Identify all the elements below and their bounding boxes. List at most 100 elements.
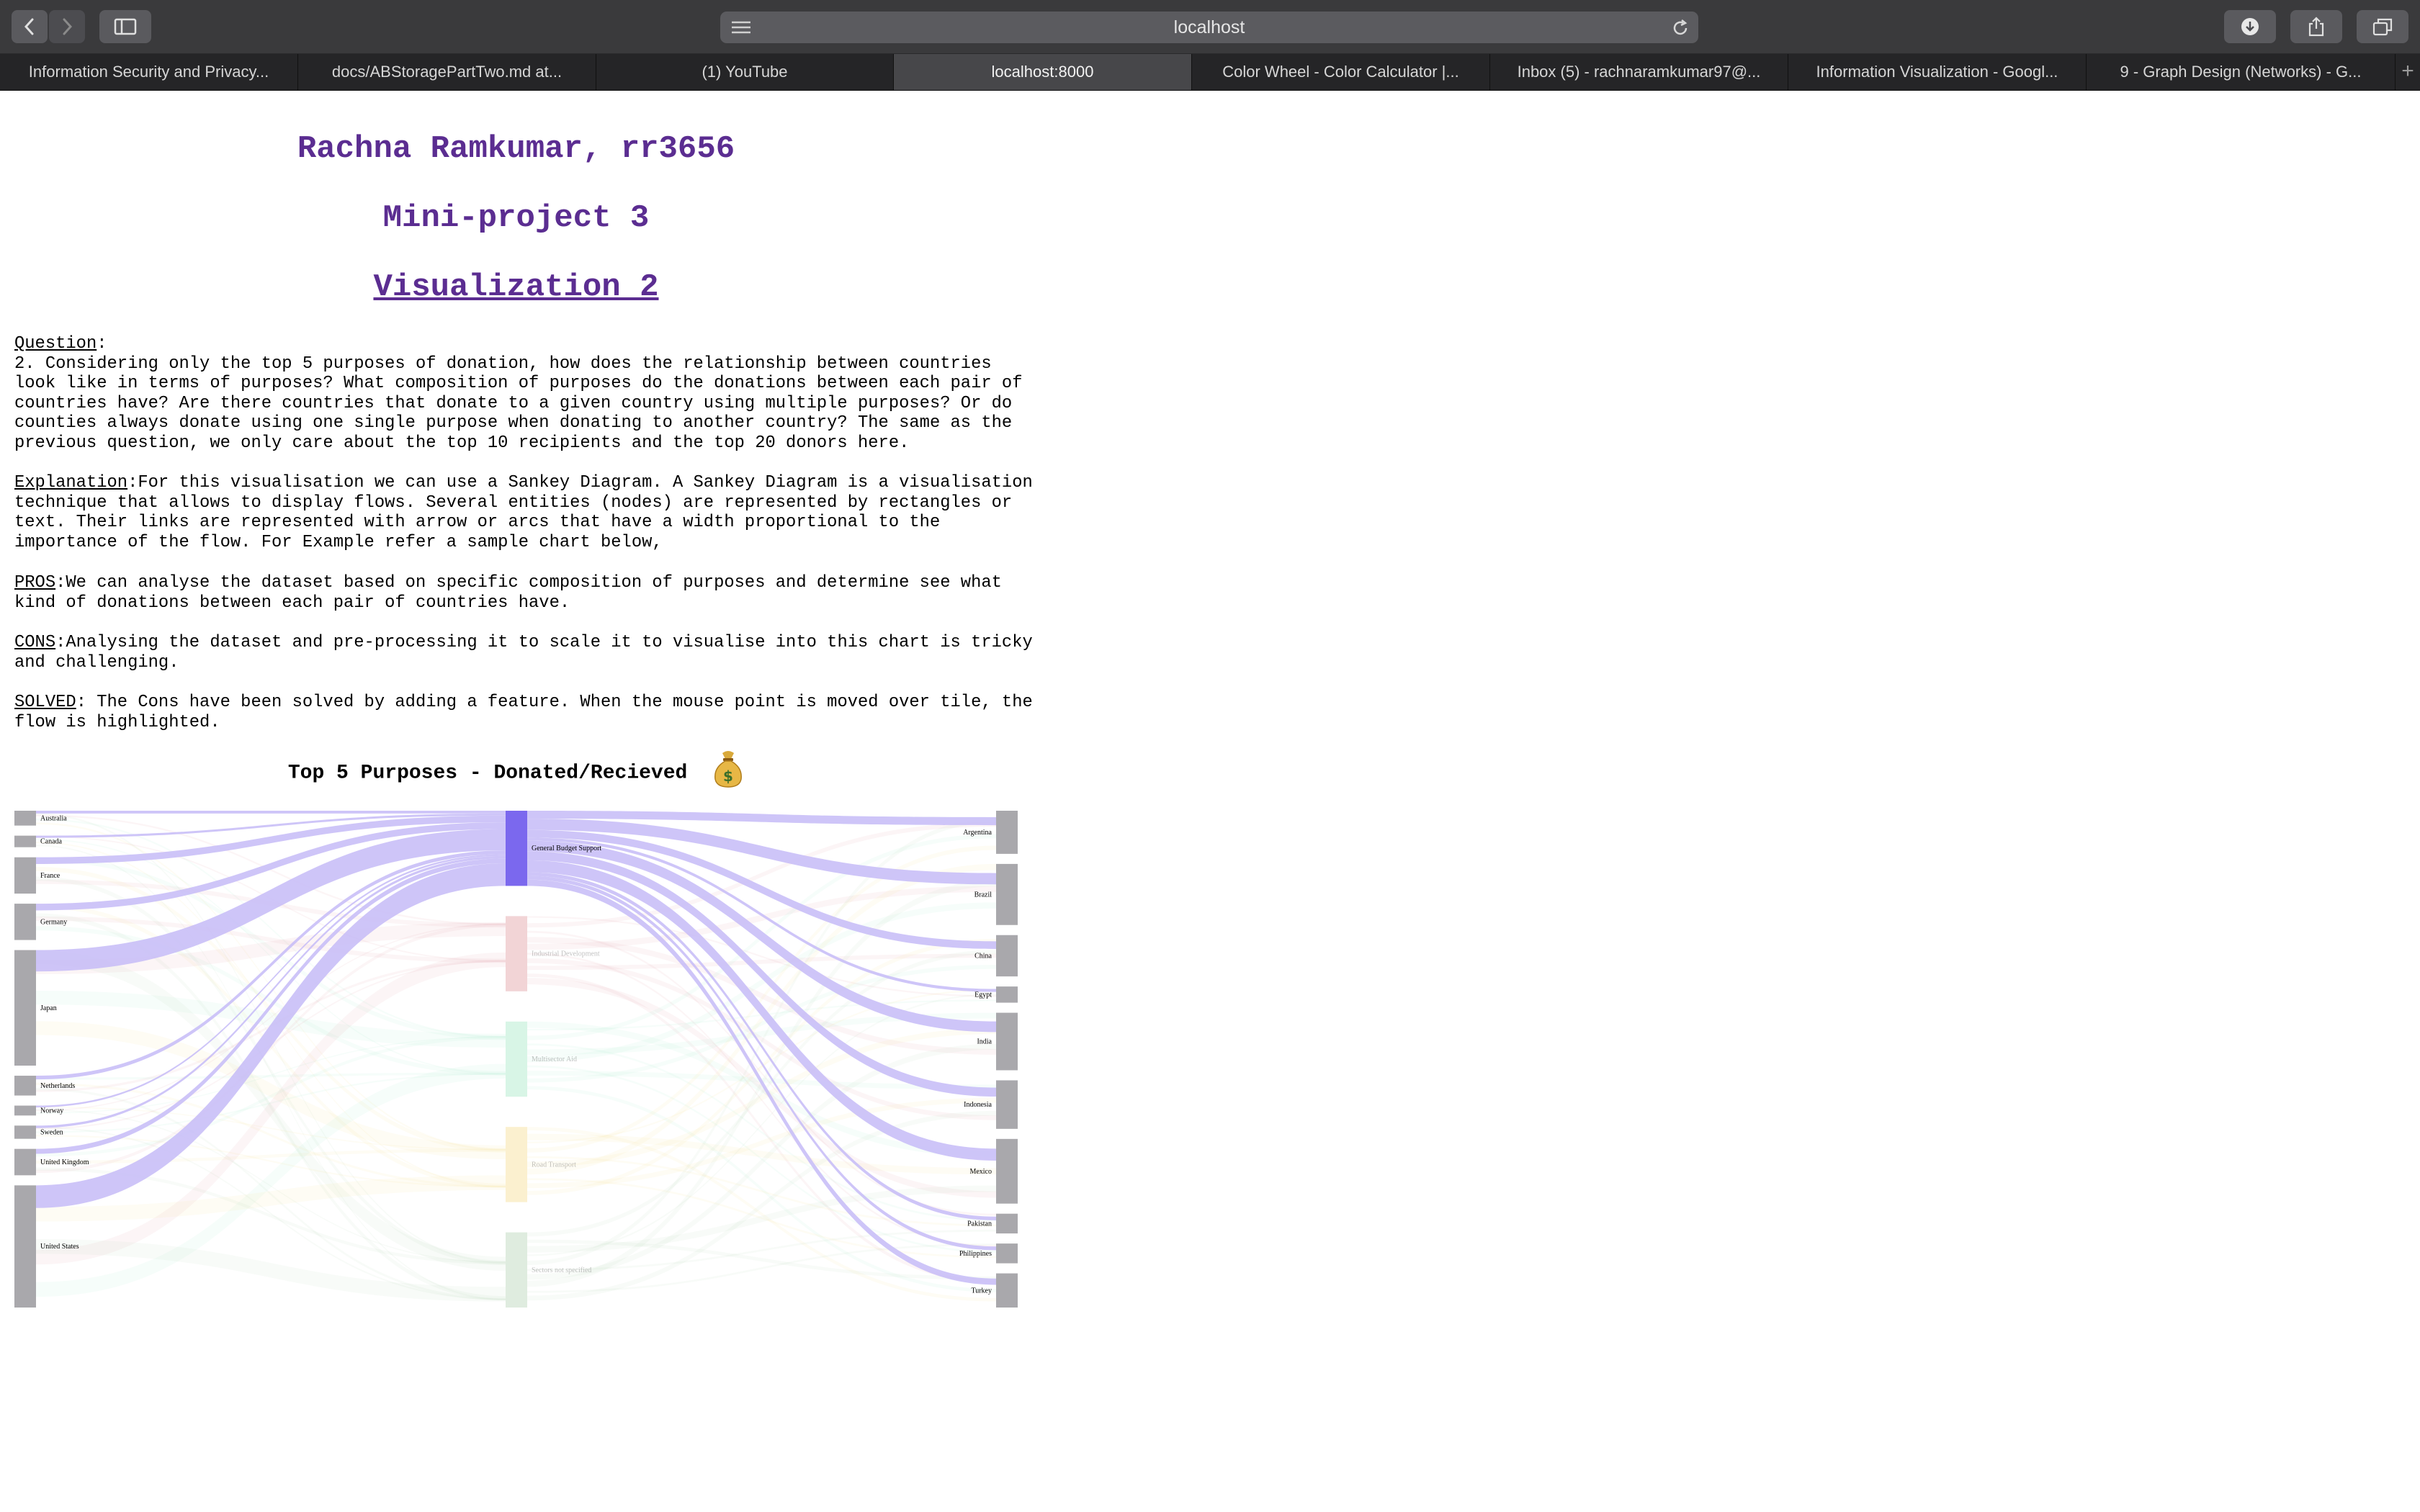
chart-title-text: Top 5 Purposes - Donated/Recieved [287, 762, 688, 785]
recipient-node-pakistan[interactable] [996, 1213, 1018, 1234]
back-button[interactable] [12, 10, 48, 43]
purpose-label-general-budget-support: General Budget Support [532, 845, 601, 852]
recipient-node-egypt[interactable] [996, 986, 1018, 1003]
link-australia-industrial-development [36, 814, 506, 926]
chevron-right-icon [63, 18, 73, 35]
donor-node-sweden[interactable] [14, 1125, 36, 1139]
flow-sweden-general-budget-support[interactable] [36, 855, 506, 1128]
donor-node-australia[interactable] [14, 811, 36, 826]
link-norway-road-transport [36, 1106, 506, 1151]
recipient-node-indonesia[interactable] [996, 1080, 1018, 1129]
share-button[interactable] [2290, 10, 2342, 43]
sankey-diagram[interactable]: Australia Canada France Germany Japan Netherl… [14, 811, 1019, 1315]
purpose-node-industrial-development[interactable] [506, 916, 527, 991]
link-road-transport-turkey [527, 1127, 996, 1302]
link-united-kingdom-industrial-development [36, 923, 506, 1174]
flow-general-budget-support-indonesia[interactable] [527, 851, 996, 1097]
flow-japan-general-budget-support[interactable] [36, 829, 506, 972]
forward-button[interactable] [49, 10, 85, 43]
flow-general-budget-support-brazil[interactable] [527, 819, 996, 885]
new-tab-button[interactable]: + [2401, 59, 2414, 83]
flow-germany-general-budget-support[interactable] [36, 822, 506, 911]
recipient-node-argentina[interactable] [996, 811, 1018, 854]
explanation-text: For this visualisation we can use a Sank… [14, 473, 1033, 552]
tab-info-vis[interactable]: Information Visualization - Googl... [1788, 54, 2087, 90]
link-industrial-development-argentina [527, 822, 996, 928]
nodes-layer [14, 811, 1018, 1308]
purpose-label-industrial-development: Industrial Development [532, 950, 600, 958]
recipient-node-philippines[interactable] [996, 1243, 1018, 1264]
link-road-transport-mexico [527, 1133, 996, 1175]
donor-node-netherlands[interactable] [14, 1076, 36, 1096]
recipient-node-china[interactable] [996, 935, 1018, 977]
tab-localhost-active[interactable]: localhost:8000 [894, 54, 1192, 90]
tab-abstorage-docs[interactable]: docs/ABStoragePartTwo.md at... [298, 54, 596, 90]
donor-label-germany: Germany [40, 918, 67, 926]
link-sectors-not-specified-mexico [527, 1185, 996, 1253]
address-bar[interactable]: localhost [720, 12, 1698, 43]
flow-france-general-budget-support[interactable] [36, 815, 506, 865]
flow-general-budget-support-argentina[interactable] [527, 811, 996, 826]
link-united-states-industrial-development [36, 952, 506, 1265]
donor-label-japan: Japan [40, 1004, 57, 1012]
link-road-transport-argentina [527, 845, 996, 1153]
purpose-node-sectors-not-specified[interactable] [506, 1232, 527, 1308]
donor-node-france[interactable] [14, 857, 36, 894]
tab-youtube[interactable]: (1) YouTube [596, 54, 894, 90]
donor-node-norway[interactable] [14, 1105, 36, 1116]
link-industrial-development-philippines [527, 953, 996, 1248]
flow-australia-general-budget-support[interactable] [36, 811, 506, 814]
flow-general-budget-support-egypt[interactable] [527, 837, 996, 992]
reload-icon[interactable] [1671, 19, 1690, 37]
link-norway-multisector-aid [36, 1036, 506, 1114]
tab-graph-design[interactable]: 9 - Graph Design (Networks) - G... [2087, 54, 2396, 90]
flow-united-kingdom-general-budget-support[interactable] [36, 858, 506, 1154]
link-germany-multisector-aid [36, 926, 506, 1076]
donor-label-sweden: Sweden [40, 1128, 63, 1136]
purpose-node-multisector-aid[interactable] [506, 1021, 527, 1097]
recipient-node-mexico[interactable] [996, 1138, 1018, 1204]
downloads-button[interactable] [2224, 10, 2276, 43]
donor-node-japan[interactable] [14, 950, 36, 1066]
link-sectors-not-specified-indonesia [527, 1110, 996, 1301]
link-canada-sectors-not-specified [36, 845, 506, 1300]
explanation-label: Explanation [14, 473, 128, 492]
link-germany-sectors-not-specified [36, 913, 506, 1301]
flow-general-budget-support-india[interactable] [527, 840, 996, 1032]
flow-general-budget-support-pakistan[interactable] [527, 872, 996, 1220]
cons-block: CONS:Analysing the dataset and pre-proce… [14, 633, 1033, 672]
flow-general-budget-support-philippines[interactable] [527, 876, 996, 1251]
svg-text:$: $ [723, 768, 733, 785]
purpose-node-road-transport[interactable] [506, 1127, 527, 1202]
tab-inbox[interactable]: Inbox (5) - rachnaramkumar97@... [1490, 54, 1788, 90]
recipient-node-brazil[interactable] [996, 863, 1018, 925]
flow-canada-general-budget-support[interactable] [36, 813, 506, 838]
recipient-node-turkey[interactable] [996, 1273, 1018, 1308]
link-multisector-aid-brazil [527, 902, 996, 1063]
flow-norway-general-budget-support[interactable] [36, 854, 506, 1108]
link-sectors-not-specified-egypt [527, 994, 996, 1256]
solved-block: SOLVED: The Cons have been solved by add… [14, 693, 1033, 732]
flow-netherlands-general-budget-support[interactable] [36, 850, 506, 1080]
tab-color-wheel[interactable]: Color Wheel - Color Calculator |... [1192, 54, 1490, 90]
link-japan-sectors-not-specified [36, 950, 506, 1271]
donor-node-canada[interactable] [14, 835, 36, 847]
link-united-states-multisector-aid [36, 1063, 506, 1297]
recipient-node-india[interactable] [996, 1012, 1018, 1071]
purpose-node-general-budget-support[interactable] [506, 811, 527, 886]
flow-general-budget-support-china[interactable] [527, 829, 996, 949]
donor-node-germany[interactable] [14, 904, 36, 940]
flow-united-states-general-budget-support[interactable] [36, 863, 506, 1208]
link-multisector-aid-china [527, 965, 996, 1083]
flow-general-budget-support-mexico[interactable] [527, 860, 996, 1161]
donor-node-united-kingdom[interactable] [14, 1148, 36, 1176]
link-sweden-sectors-not-specified [36, 1126, 506, 1300]
tab-info-security[interactable]: Information Security and Privacy... [0, 54, 298, 90]
tab-overview-button[interactable] [2357, 10, 2408, 43]
sidebar-toggle-button[interactable] [99, 10, 151, 43]
link-france-multisector-aid [36, 857, 506, 1040]
link-united-states-road-transport [36, 1175, 506, 1222]
flow-general-budget-support-turkey[interactable] [527, 879, 996, 1285]
link-road-transport-china [527, 938, 996, 1195]
donor-node-united-states[interactable] [14, 1185, 36, 1308]
